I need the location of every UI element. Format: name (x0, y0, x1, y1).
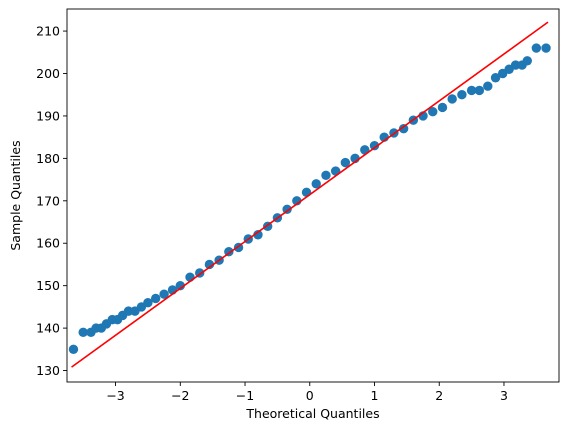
data-point (175, 280, 185, 291)
data-point (340, 157, 351, 168)
data-point (369, 140, 380, 151)
x-tick-label: 0 (306, 388, 314, 403)
data-point (204, 259, 215, 270)
data-point (78, 327, 88, 338)
y-tick-label: 210 (36, 24, 60, 39)
x-axis-ticks: −3 −2 −1 0 1 2 3 (106, 382, 508, 403)
data-point (143, 297, 153, 308)
reference-line-layer (71, 21, 549, 368)
x-axis-label: Theoretical Quantiles (245, 406, 379, 421)
y-tick-label: 170 (36, 193, 60, 208)
x-tick-label: 3 (500, 388, 508, 403)
y-tick-label: 150 (36, 278, 60, 293)
data-point (68, 344, 79, 355)
data-point (490, 73, 501, 83)
data-point (510, 60, 521, 70)
data-point (474, 85, 485, 96)
data-point (123, 306, 134, 316)
y-tick-label: 140 (36, 321, 60, 336)
y-tick-label: 160 (36, 236, 60, 251)
data-point (437, 102, 448, 113)
y-tick-label: 200 (36, 66, 60, 81)
data-point (457, 90, 467, 100)
data-point (531, 43, 542, 53)
data-point (321, 170, 331, 181)
data-point (541, 43, 551, 53)
points-layer (68, 43, 551, 355)
y-axis-label: Sample Quantiles (8, 140, 23, 250)
plot-frame (66, 8, 560, 383)
data-point (447, 94, 457, 104)
data-point (398, 123, 409, 134)
x-tick-label: 2 (435, 388, 443, 403)
y-tick-label: 130 (36, 363, 60, 378)
data-point (483, 81, 493, 91)
data-point (466, 85, 477, 96)
y-tick-label: 190 (36, 108, 60, 123)
data-point (301, 187, 312, 198)
x-tick-label: −1 (236, 388, 254, 403)
data-point (311, 179, 321, 189)
data-point (150, 293, 161, 304)
reference-line (71, 21, 549, 368)
data-point (522, 56, 532, 66)
x-tick-label: 1 (371, 388, 379, 403)
y-tick-label: 180 (36, 151, 60, 166)
data-point (159, 289, 169, 299)
x-tick-label: −2 (171, 388, 189, 403)
data-point (253, 230, 263, 240)
data-point (282, 204, 292, 214)
x-tick-label: −3 (106, 388, 124, 403)
y-axis-ticks: 130 140 150 160 170 180 190 200 210 (36, 24, 67, 378)
data-point (428, 106, 438, 117)
